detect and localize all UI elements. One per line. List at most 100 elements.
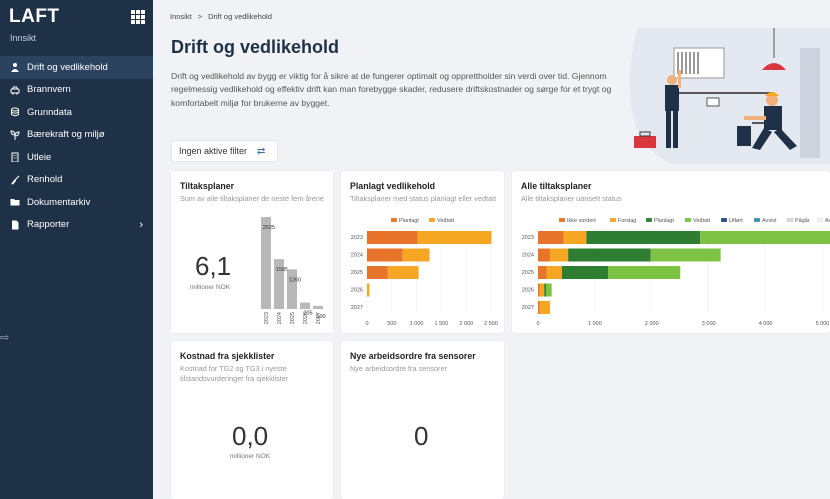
legend-label: Planlagt [399, 218, 419, 224]
arbeidsordre-value: 0 [414, 421, 429, 451]
tick-label: 2023 [264, 312, 270, 324]
sidebar-item-label: Renhold [27, 174, 63, 186]
bar-2023-Planlagt [367, 231, 418, 244]
legend-swatch [645, 217, 653, 223]
sidebar-nav: Drift og vedlikehold Brannvern Grunndata… [0, 56, 153, 236]
kostnad-sjekklister-card[interactable]: Kostnad fra sjekklister Kostnad for TG2 … [171, 341, 333, 499]
legend-swatch [428, 217, 436, 223]
bar-2027-Ikke vurdert [538, 301, 540, 314]
tick-label: 2 500 [484, 321, 498, 327]
bar-2027 [313, 305, 323, 309]
card-title: Kostnad fra sjekklister [180, 351, 275, 361]
tick-label: 5 000 [816, 321, 830, 327]
building-icon [10, 152, 20, 163]
planlagt-bar-chart: Planlagt Vedtatt 0 500 1 000 1 500 2 000 2 500 2… [351, 217, 498, 327]
page-title: Drift og vedlikehold [171, 37, 340, 57]
bar-2025-Forslag [546, 266, 562, 279]
tick-label: 2027 [351, 305, 363, 311]
brand-subtitle: Innsikt [10, 33, 37, 43]
tick-label: 1 000 [588, 321, 602, 327]
card-title: Alle tiltaksplaner [521, 181, 592, 191]
bar-2026-Ikke vurdert [538, 283, 540, 297]
sidebar-item-label: Bærekraft og miljø [27, 129, 105, 141]
bar-2026-Forslag [539, 283, 545, 297]
sidebar-item-drift[interactable]: Drift og vedlikehold [0, 56, 153, 79]
bar-2027-Forslag [539, 301, 550, 314]
legend-label: Utført [729, 218, 743, 224]
sidebar-item-dokumentarkiv[interactable]: Dokumentarkiv [0, 191, 153, 214]
legend-label: Ikke vurdert [567, 218, 596, 224]
breadcrumb-root[interactable]: Innsikt [170, 12, 192, 21]
app-grid-icon[interactable] [131, 10, 145, 24]
legend-swatch [390, 217, 398, 223]
filter-button[interactable]: Ingen aktive filter ⇄ [171, 140, 278, 162]
data-label: 2925 [263, 225, 275, 231]
data-label: 1260 [289, 277, 301, 283]
tick-label: 2024 [277, 312, 283, 324]
report-icon [10, 220, 20, 230]
tick-label: 2027 [522, 305, 534, 311]
sidebar-item-rapporter[interactable]: Rapporter › [0, 214, 153, 237]
breadcrumb-current: Drift og vedlikehold [208, 12, 272, 21]
tick-label: 2 000 [459, 321, 473, 327]
arbeidsordre-card[interactable]: Nye arbeidsordre fra sensorer Nye arbeid… [341, 341, 504, 499]
bar-2026-Vedtatt [367, 283, 370, 297]
folder-icon [10, 197, 20, 207]
tiltaksplaner-card[interactable]: Tiltaksplaner Sum av alle tiltaksplaner … [171, 171, 333, 333]
legend-label: Avsluttet [825, 218, 830, 224]
alle-tiltaksplaner-card[interactable]: Alle tiltaksplaner Alle tiltaksplaner ua… [512, 171, 830, 333]
bar-2023-Forslag [563, 231, 587, 244]
planlagt-vedlikehold-card[interactable]: Planlagt vedlikehold Tiltaksplaner med s… [341, 171, 504, 333]
tick-label: 2024 [522, 253, 534, 259]
bar-2026-Vedtatt [545, 283, 552, 297]
card-title: Planlagt vedlikehold [350, 181, 436, 191]
sidebar-item-utleie[interactable]: Utleie [0, 146, 153, 169]
sidebar-item-label: Utleie [27, 151, 52, 163]
tick-label: 1 000 [410, 321, 424, 327]
card-subtitle: Nye arbeidsordre fra sensorer [350, 364, 447, 373]
brand-logo[interactable]: LAFT [9, 6, 60, 27]
sidebar-item-renhold[interactable]: Renhold [0, 169, 153, 192]
tick-label: 2025 [522, 270, 534, 276]
tick-label: 2024 [351, 253, 363, 259]
alle-tiltaksplaner-bar-chart: Ikke vurdert Forslag Planlagt Vedtatt Utført… [522, 217, 830, 327]
breadcrumb: Innsikt > Drift og vedlikehold [170, 12, 272, 21]
sidebar-item-label: Drift og vedlikehold [27, 61, 108, 73]
legend-label: Vedtatt [437, 218, 455, 224]
sidebar-item-grunndata[interactable]: Grunndata [0, 101, 153, 124]
bar-2024-Vedtatt [402, 248, 430, 262]
legend-label: Forslag [618, 218, 636, 224]
sidebar-item-label: Dokumentarkiv [27, 196, 91, 208]
chevron-right-icon[interactable]: › [139, 218, 143, 231]
tick-label: 500 [387, 321, 396, 327]
breadcrumb-separator-icon: > [197, 12, 203, 21]
sidebar-item-baerekraft[interactable]: Bærekraft og miljø [0, 124, 153, 147]
sidebar-item-brannvern[interactable]: Brannvern [0, 79, 153, 102]
bar-2025-Planlagt [561, 266, 608, 279]
sidebar-item-label: Grunndata [27, 106, 72, 118]
legend-label: Planlagt [654, 218, 674, 224]
bar-2026 [300, 302, 310, 309]
bar-2024-Planlagt [367, 248, 403, 262]
tiltaksplaner-unit: millioner NOK [190, 284, 231, 291]
bar-2024-Vedtatt [650, 248, 721, 262]
card-title: Nye arbeidsordre fra sensorer [350, 351, 476, 361]
tick-label: 2023 [522, 235, 534, 241]
worker-icon [10, 62, 20, 73]
bar-2024-Ikke vurdert [538, 248, 550, 262]
tick-label: 2026 [351, 288, 363, 294]
legend-swatch [609, 217, 617, 223]
bar-2025-Ikke vurdert [538, 266, 547, 279]
data-label: 205 [303, 311, 312, 317]
bar-2025-Planlagt [367, 266, 388, 279]
collapse-arrow-icon[interactable]: ⇨ [0, 332, 10, 344]
sprout-icon [10, 130, 20, 140]
tick-label: 2023 [351, 235, 363, 241]
card-title: Tiltaksplaner [180, 181, 235, 191]
sidebar: LAFT Innsikt Drift og vedlikehold Brannv… [0, 0, 153, 499]
card-subtitle: Alle tiltaksplaner uansett status [521, 194, 622, 203]
maintenance-illustration [629, 28, 830, 164]
tick-label: 2 000 [645, 321, 659, 327]
data-label: 1585 [276, 267, 288, 273]
